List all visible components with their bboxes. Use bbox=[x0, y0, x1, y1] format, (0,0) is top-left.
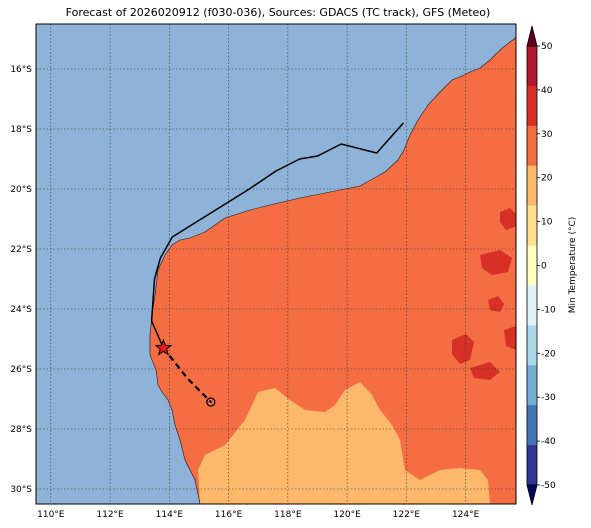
forecast-track-line bbox=[162, 347, 212, 403]
lat-tick-label: 18°S bbox=[10, 125, 32, 135]
colorbar-segment bbox=[527, 205, 537, 247]
axis-labels: 110°E 112°E 114°E 116°E 118°E 120°E 122°E 124°E… bbox=[10, 65, 479, 520]
colorbar-tick-label: 0 bbox=[541, 262, 547, 272]
coastline bbox=[149, 37, 516, 504]
colorbar-tick-label: -50 bbox=[541, 481, 556, 491]
hot-patch-4 bbox=[452, 334, 474, 364]
hot-patch-3 bbox=[488, 296, 504, 312]
hot-patch-5 bbox=[470, 362, 500, 380]
colorbar-tick-label: -40 bbox=[541, 437, 556, 447]
lon-tick-label: 124°E bbox=[452, 510, 480, 520]
map-panel bbox=[36, 24, 516, 504]
lon-tick-label: 118°E bbox=[274, 510, 302, 520]
colorbar-segment bbox=[527, 325, 537, 366]
colorbar: 50 40 30 20 10 0 -10 -20 -30 -40 -50 bbox=[526, 25, 556, 506]
lat-tick-label: 24°S bbox=[10, 305, 32, 315]
lon-tick-label: 110°E bbox=[37, 510, 65, 520]
current-position-star bbox=[154, 338, 173, 356]
hot-patch-2 bbox=[480, 250, 512, 275]
map-frame bbox=[35, 23, 517, 505]
lat-tick-label: 26°S bbox=[10, 365, 32, 375]
lat-tick-label: 20°S bbox=[10, 185, 32, 195]
colorbar-tick-label: 30 bbox=[541, 130, 553, 140]
map-title: Forecast of 2026020912 (f030-036), Sourc… bbox=[65, 6, 491, 19]
forecast-position-marker bbox=[206, 397, 216, 407]
lon-tick-label: 114°E bbox=[156, 510, 184, 520]
grid-lines bbox=[36, 24, 516, 504]
hot-patch-1 bbox=[500, 208, 516, 230]
colorbar-extend-top bbox=[526, 25, 538, 47]
colorbar-segment bbox=[527, 46, 537, 87]
colorbar-segment bbox=[527, 445, 537, 486]
lon-tick-label: 120°E bbox=[333, 510, 361, 520]
lat-tick-label: 22°S bbox=[10, 245, 32, 255]
colorbar-tick-label: 40 bbox=[541, 86, 553, 96]
colorbar-extend-bottom bbox=[526, 484, 538, 506]
storm-track bbox=[150, 122, 404, 407]
colorbar-tick-label: 10 bbox=[541, 218, 553, 228]
hot-patch-6 bbox=[504, 326, 516, 350]
past-track-line bbox=[150, 122, 404, 349]
colorbar-segment bbox=[527, 285, 537, 326]
lat-tick-label: 28°S bbox=[10, 425, 32, 435]
lon-tick-label: 116°E bbox=[215, 510, 243, 520]
warm-region bbox=[198, 382, 490, 504]
colorbar-tick-label: -30 bbox=[541, 393, 556, 403]
colorbar-segment bbox=[527, 245, 537, 286]
colorbar-tick-label: 20 bbox=[541, 174, 553, 184]
colorbar-segment bbox=[527, 405, 537, 446]
colorbar-label: Min Temperature (°C) bbox=[568, 217, 578, 314]
colorbar-segment bbox=[527, 165, 537, 207]
colorbar-tick-label: -20 bbox=[541, 349, 556, 359]
colorbar-segment bbox=[527, 125, 537, 167]
forecast-position-dot bbox=[209, 401, 212, 403]
colorbar-tick-label: -10 bbox=[541, 305, 556, 315]
colorbar-segment bbox=[527, 85, 537, 127]
colorbar-segment bbox=[527, 365, 537, 406]
land-area bbox=[150, 37, 516, 504]
lat-tick-label: 16°S bbox=[10, 65, 32, 75]
lon-tick-label: 112°E bbox=[96, 510, 124, 520]
lat-tick-label: 30°S bbox=[10, 485, 32, 495]
lon-tick-label: 122°E bbox=[393, 510, 421, 520]
colorbar-tick-label: 50 bbox=[541, 42, 553, 52]
